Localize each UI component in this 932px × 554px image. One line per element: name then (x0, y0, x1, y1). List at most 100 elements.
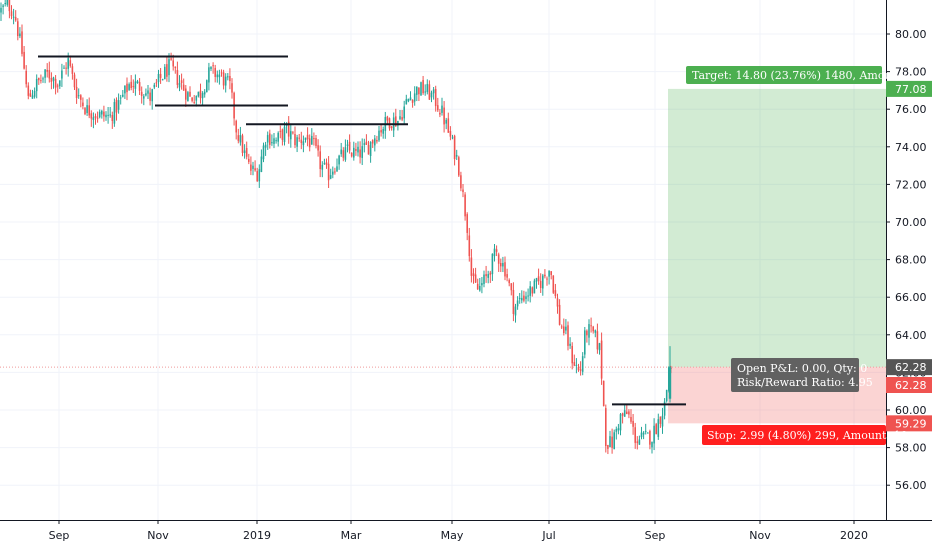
candle-body (12, 16, 15, 18)
candle-body (357, 146, 359, 153)
candle-body (65, 67, 67, 69)
candle-body (353, 147, 355, 158)
candle-body (75, 86, 78, 98)
candle-body (279, 130, 282, 132)
price-tag[interactable] (886, 80, 932, 97)
price-tag[interactable] (886, 377, 932, 393)
candle-body (27, 85, 30, 96)
candle-body (124, 85, 126, 94)
candle-body (159, 73, 162, 78)
candle-body (628, 411, 630, 415)
candle-body (447, 118, 450, 133)
y-tick-label: 64.00 (895, 329, 927, 342)
x-tick-label: Nov (749, 529, 771, 542)
candle-body (336, 166, 338, 172)
candle-body (510, 283, 513, 291)
candle-body (252, 165, 254, 169)
candle-body (607, 445, 609, 449)
candle-body (77, 95, 80, 97)
candle-body (193, 102, 195, 104)
candle-body (535, 278, 538, 282)
candle-body (287, 121, 290, 137)
candle-body (563, 326, 565, 334)
candle-body (623, 410, 626, 417)
candle-body (365, 141, 368, 145)
candle-body (254, 168, 256, 171)
candle-body (14, 17, 17, 21)
target-zone[interactable] (668, 88, 886, 368)
candle-body (82, 102, 84, 106)
candle-body (525, 296, 527, 300)
stop-label-box (702, 425, 886, 445)
candle-body (378, 130, 380, 141)
candle-body (153, 84, 156, 88)
candle-body (340, 149, 342, 155)
y-tick-label: 72.00 (895, 178, 927, 191)
price-tag[interactable] (886, 415, 932, 432)
candle-body (380, 130, 382, 133)
candle-body (434, 88, 437, 107)
candle-body (327, 163, 330, 181)
target-label-box (686, 66, 882, 84)
candle-body (264, 144, 267, 148)
candle-body (390, 126, 393, 128)
x-tick-label: Sep (645, 529, 666, 542)
candle-body (199, 90, 202, 99)
candle-body (241, 135, 244, 153)
candle-body (231, 83, 233, 93)
candle-body (630, 416, 632, 422)
candle-body (334, 171, 336, 173)
axes[interactable]: 56.0058.0060.0062.0064.0066.0068.0070.00… (0, 0, 932, 542)
candle-body (647, 432, 649, 434)
candle-body (659, 416, 662, 424)
candle-body (544, 274, 546, 277)
candle-body (275, 140, 277, 142)
candle-body (596, 331, 599, 350)
candle-body (632, 420, 634, 427)
candle-body (491, 253, 494, 275)
candle-body (626, 411, 628, 415)
candle-body (189, 91, 191, 97)
candle-body (369, 142, 372, 156)
candle-body (40, 80, 42, 82)
candle-body (170, 58, 172, 60)
candle-body (584, 330, 586, 355)
candle-body (180, 80, 183, 84)
candle-body (201, 93, 204, 99)
candle-body (191, 97, 193, 101)
candle-body (212, 65, 214, 67)
candle-body (577, 367, 580, 371)
candle-body (422, 79, 424, 94)
candle-body (168, 59, 170, 76)
candle-body (382, 129, 384, 134)
candle-body (130, 81, 132, 88)
candle-body (594, 330, 597, 333)
candle-body (48, 70, 51, 79)
candle-body (132, 85, 135, 88)
candle-body (185, 88, 187, 100)
horizontal-levels[interactable] (38, 55, 686, 406)
price-tag[interactable] (886, 359, 932, 376)
candle-body (655, 424, 657, 435)
candle-body (166, 64, 168, 77)
candle-body (101, 110, 103, 115)
candle-body (359, 149, 361, 158)
candle-body (161, 79, 164, 81)
candle-body (2, 5, 4, 7)
candle-body (115, 99, 118, 113)
candle-body (96, 117, 99, 119)
candle-body (575, 364, 578, 366)
candle-body (399, 116, 401, 120)
candle-body (182, 84, 185, 91)
candle-body (497, 254, 500, 264)
candle-body (476, 283, 479, 290)
price-tag-label: 62.28 (895, 379, 927, 392)
candlestick-series (0, 0, 672, 455)
price-tag-label: 77.08 (895, 83, 927, 96)
candle-body (542, 275, 544, 289)
candle-body (464, 194, 466, 217)
candle-body (367, 145, 370, 155)
candle-body (138, 82, 141, 91)
